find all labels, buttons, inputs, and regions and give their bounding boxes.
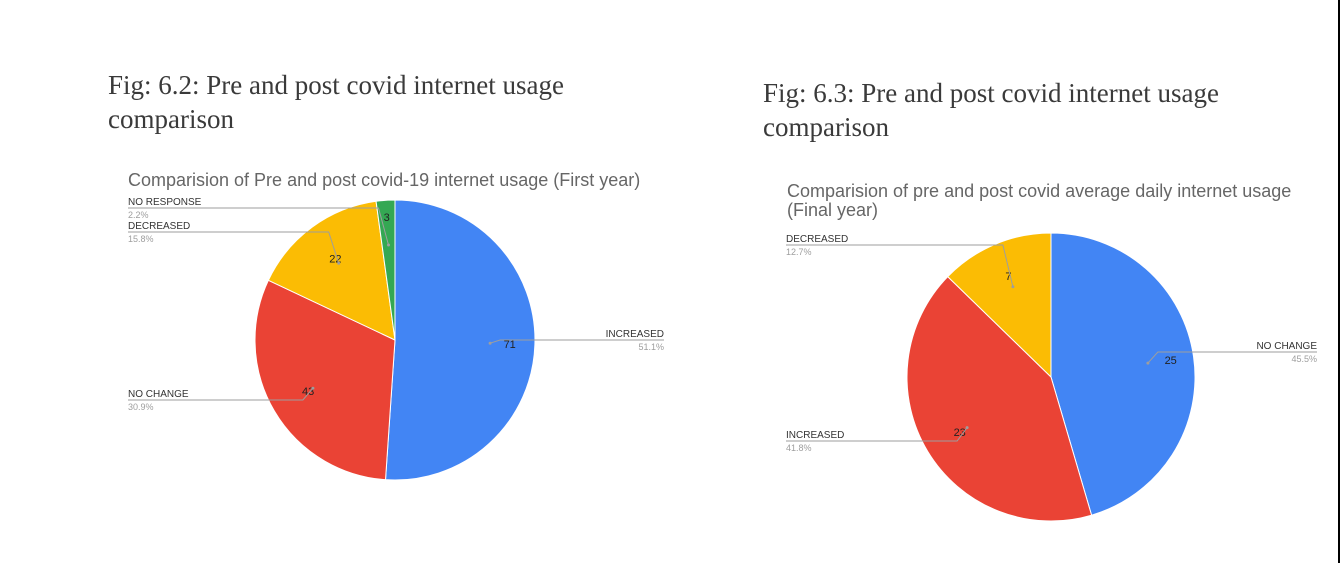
- callout-category-label: DECREASED: [786, 234, 848, 245]
- callout-category-label: INCREASED: [606, 329, 664, 340]
- slice-value-label: 7: [1005, 271, 1011, 283]
- pie-slice: [906, 275, 1093, 522]
- callout-percent-label: 12.7%: [786, 247, 812, 257]
- callout-line: [489, 339, 664, 344]
- pie-slice: [947, 232, 1052, 379]
- callout-percent-label: 30.9%: [128, 402, 154, 412]
- pie-slice: [254, 279, 396, 481]
- callout-category-label: NO CHANGE: [128, 389, 189, 400]
- pie-slice: [375, 199, 396, 341]
- slice-value-label: 43: [302, 386, 314, 398]
- callout-category-label: INCREASED: [786, 430, 844, 441]
- callout-line: [128, 387, 314, 401]
- slice-value-label: 23: [954, 427, 966, 439]
- chart-title: Comparision of pre and post covid averag…: [787, 181, 1292, 220]
- callout-percent-label: 2.2%: [128, 210, 149, 220]
- figure-caption: Fig: 6.2: Pre and post covid internet us…: [108, 70, 564, 134]
- callout-category-label: NO CHANGE: [1256, 341, 1317, 352]
- callout-line: [128, 207, 389, 246]
- figure-caption: Fig: 6.3: Pre and post covid internet us…: [763, 78, 1219, 142]
- chart-title: Comparision of Pre and post covid-19 int…: [128, 170, 641, 190]
- pie-slice: [1050, 232, 1196, 516]
- callout-percent-label: 41.8%: [786, 443, 812, 453]
- pie-slice: [384, 199, 536, 481]
- callout-line: [786, 427, 968, 442]
- callout-line: [128, 231, 340, 264]
- slice-value-label: 71: [504, 339, 516, 351]
- callout-line: [786, 244, 1014, 287]
- callout-percent-label: 45.5%: [1291, 354, 1317, 364]
- slice-value-label: 25: [1165, 355, 1177, 367]
- callout-percent-label: 15.8%: [128, 234, 154, 244]
- pie-slice: [267, 200, 396, 341]
- callout-category-label: NO RESPONSE: [128, 197, 202, 208]
- callout-percent-label: 51.1%: [638, 342, 664, 352]
- callout-category-label: DECREASED: [128, 221, 190, 232]
- slice-value-label: 3: [384, 212, 390, 224]
- page-border: [1338, 0, 1340, 563]
- callout-line: [1147, 351, 1317, 364]
